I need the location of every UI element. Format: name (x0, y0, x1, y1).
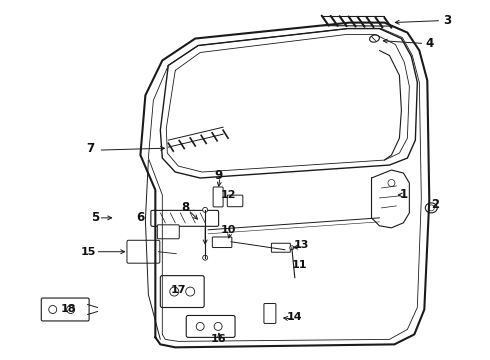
FancyBboxPatch shape (160, 276, 204, 307)
FancyBboxPatch shape (212, 237, 232, 248)
Text: 13: 13 (294, 240, 310, 250)
Text: 17: 17 (171, 284, 186, 294)
Text: 18: 18 (61, 305, 76, 315)
FancyBboxPatch shape (127, 240, 160, 263)
Text: 12: 12 (220, 190, 236, 200)
Text: 2: 2 (431, 198, 440, 211)
Text: 1: 1 (399, 188, 408, 202)
FancyBboxPatch shape (227, 195, 243, 207)
Text: 15: 15 (81, 247, 97, 257)
Text: 9: 9 (214, 168, 222, 181)
Text: 4: 4 (425, 37, 434, 50)
Text: 6: 6 (136, 211, 145, 224)
Circle shape (203, 255, 208, 260)
Text: 5: 5 (92, 211, 99, 224)
Text: 7: 7 (87, 141, 95, 155)
Text: 3: 3 (443, 14, 451, 27)
FancyBboxPatch shape (213, 187, 223, 207)
Circle shape (203, 207, 208, 212)
FancyBboxPatch shape (41, 298, 89, 321)
Ellipse shape (425, 203, 437, 213)
FancyBboxPatch shape (264, 303, 276, 323)
FancyBboxPatch shape (186, 315, 235, 337)
Circle shape (290, 246, 294, 250)
FancyBboxPatch shape (157, 225, 179, 239)
Text: 10: 10 (220, 225, 236, 235)
Text: 8: 8 (181, 201, 189, 215)
Text: 16: 16 (210, 334, 226, 345)
Text: 11: 11 (292, 260, 308, 270)
Text: 14: 14 (287, 312, 303, 323)
FancyBboxPatch shape (151, 210, 219, 226)
FancyBboxPatch shape (271, 243, 290, 252)
